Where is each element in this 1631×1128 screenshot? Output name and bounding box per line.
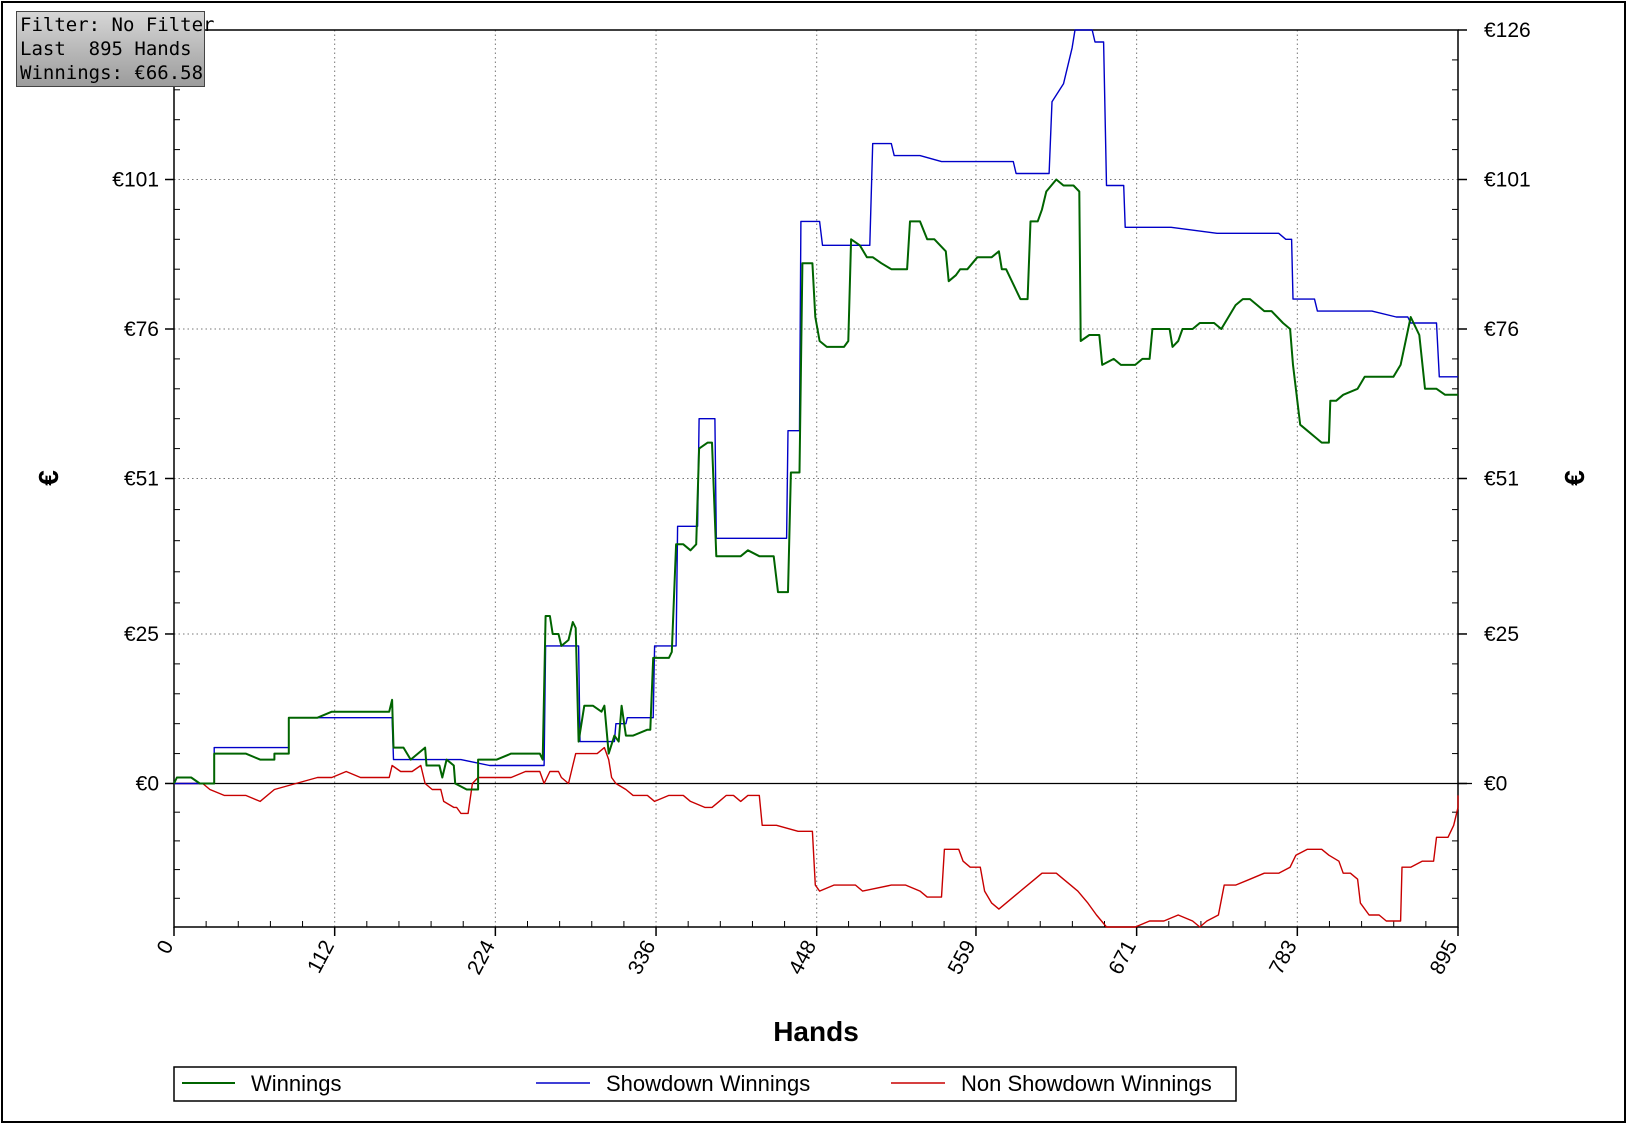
x-tick-label: 671 <box>1104 937 1141 979</box>
legend: Winnings Showdown Winnings Non Showdown … <box>173 1066 1237 1102</box>
x-axis-title: Hands <box>773 1016 859 1047</box>
legend-label-winnings: Winnings <box>251 1071 341 1096</box>
grid <box>174 30 1458 927</box>
y-tick-label-right: €126 <box>1484 19 1531 42</box>
x-tick-label: 559 <box>944 937 981 979</box>
series-lines <box>173 29 1459 928</box>
info-winnings: Winnings: €66.58 <box>20 62 204 84</box>
y-tick-label-right: €76 <box>1484 318 1519 341</box>
x-tick-label: 448 <box>784 937 821 979</box>
y-axis-title-right: € <box>1559 470 1590 486</box>
series-line-showdown-winnings <box>174 29 1458 785</box>
info-last-hands: Last 895 Hands <box>20 38 192 60</box>
x-tick-label: 783 <box>1265 937 1302 979</box>
y-tick-label-right: €0 <box>1484 772 1507 795</box>
y-tick-label-right: €101 <box>1484 169 1531 192</box>
y-tick-label-right: €51 <box>1484 468 1519 491</box>
info-box: Filter: No Filter Last 895 Hands Winnings:… <box>16 11 215 87</box>
x-tick-label: 336 <box>624 937 661 979</box>
y-tick-label-right: €25 <box>1484 623 1519 646</box>
y-tick-label-left: €76 <box>124 318 159 341</box>
legend-label-showdown: Showdown Winnings <box>606 1071 810 1096</box>
x-tick-label: 224 <box>463 936 500 978</box>
legend-box <box>173 1066 1237 1102</box>
y-axis-title-left: € <box>33 470 64 486</box>
x-tick-label: 895 <box>1426 937 1463 979</box>
x-tick-label: 112 <box>303 937 339 977</box>
y-tick-label-left: €51 <box>124 468 159 491</box>
y-tick-label-left: €25 <box>124 623 159 646</box>
y-tick-label-left: €101 <box>112 169 159 192</box>
plot-border <box>173 29 1459 928</box>
series-line-winnings <box>173 178 1458 791</box>
series-line-non-showdown-winnings <box>174 746 1459 928</box>
x-tick-label: 0 <box>153 937 179 958</box>
y-tick-label-left: €0 <box>136 772 159 795</box>
info-filter: Filter: No Filter <box>20 14 215 36</box>
tick-labels: 0 112 224 336 448 559 671 783 895 €0 €0 €25 €25 €51 €5… <box>112 19 1530 978</box>
axes <box>165 29 1472 936</box>
legend-label-non-showdown: Non Showdown Winnings <box>961 1071 1212 1096</box>
